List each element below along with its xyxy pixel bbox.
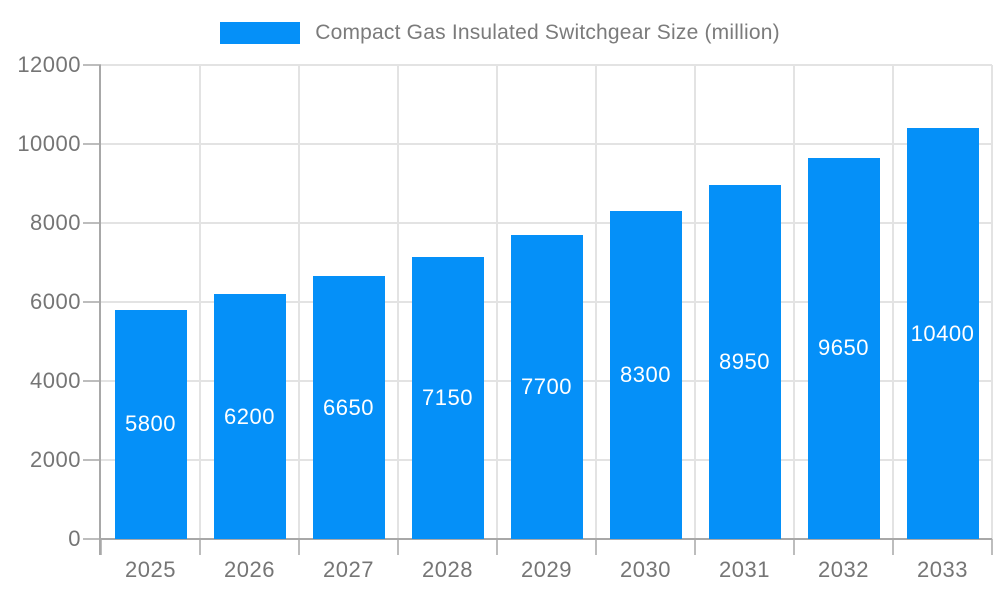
x-axis-tick [397,539,399,555]
bar[interactable]: 5800 [114,309,187,539]
x-axis-tick [100,539,102,555]
gridline-vertical [694,65,696,539]
bar-value-label: 7700 [521,373,572,399]
x-axis-tick [496,539,498,555]
gridline-horizontal [101,64,992,66]
y-axis-tick [83,222,101,224]
x-axis-line [99,538,992,540]
x-tick-label: 2033 [917,557,968,582]
gridline-horizontal [101,143,992,145]
x-axis-tick [892,539,894,555]
bar-value-label: 10400 [910,320,975,346]
y-tick-label: 0 [68,526,81,551]
y-axis-tick [83,459,101,461]
y-axis-line [99,65,101,555]
x-tick-label: 2026 [224,557,275,582]
y-axis-tick [83,64,101,66]
bar-value-label: 6200 [224,403,275,429]
x-tick-label: 2025 [125,557,176,582]
gridline-vertical [199,65,201,539]
y-tick-label: 6000 [30,289,81,314]
bar[interactable]: 7700 [510,234,583,539]
bar-value-label: 8950 [719,349,770,375]
x-tick-label: 2030 [620,557,671,582]
bar-value-label: 7150 [422,384,473,410]
x-tick-label: 2028 [422,557,473,582]
gridline-vertical [793,65,795,539]
bar[interactable]: 6650 [312,276,385,539]
x-axis-tick [199,539,201,555]
bar[interactable]: 8300 [609,211,682,539]
x-axis-tick [298,539,300,555]
bar[interactable]: 7150 [411,256,484,539]
bar-value-label: 5800 [125,411,176,437]
gridline-vertical [298,65,300,539]
x-tick-label: 2032 [818,557,869,582]
y-tick-label: 2000 [30,447,81,472]
y-axis-tick [83,143,101,145]
gridline-vertical [595,65,597,539]
y-tick-label: 8000 [30,210,81,235]
bar-value-label: 6650 [323,394,374,420]
gridline-vertical [991,65,993,539]
gridline-vertical [892,65,894,539]
y-axis-tick [83,380,101,382]
y-axis-tick [83,301,101,303]
bar[interactable]: 10400 [906,128,979,539]
x-tick-label: 2027 [323,557,374,582]
y-axis-tick [83,538,101,540]
bar-value-label: 9650 [818,335,869,361]
y-tick-label: 4000 [30,368,81,393]
y-tick-label: 10000 [17,131,81,156]
x-axis-tick [991,539,993,555]
legend-swatch [220,22,301,44]
bar[interactable]: 6200 [213,294,286,539]
x-axis-tick [595,539,597,555]
gridline-vertical [496,65,498,539]
chart-legend-item[interactable]: Compact Gas Insulated Switchgear Size (m… [0,20,1000,46]
x-axis-tick [694,539,696,555]
legend-label: Compact Gas Insulated Switchgear Size (m… [315,21,780,44]
bar[interactable]: 8950 [708,185,781,539]
bar-value-label: 8300 [620,362,671,388]
x-axis-tick [793,539,795,555]
gridline-horizontal [101,222,992,224]
y-tick-label: 12000 [17,52,81,77]
x-tick-label: 2031 [719,557,770,582]
gridline-vertical [397,65,399,539]
bar[interactable]: 9650 [807,157,880,539]
x-tick-label: 2029 [521,557,572,582]
